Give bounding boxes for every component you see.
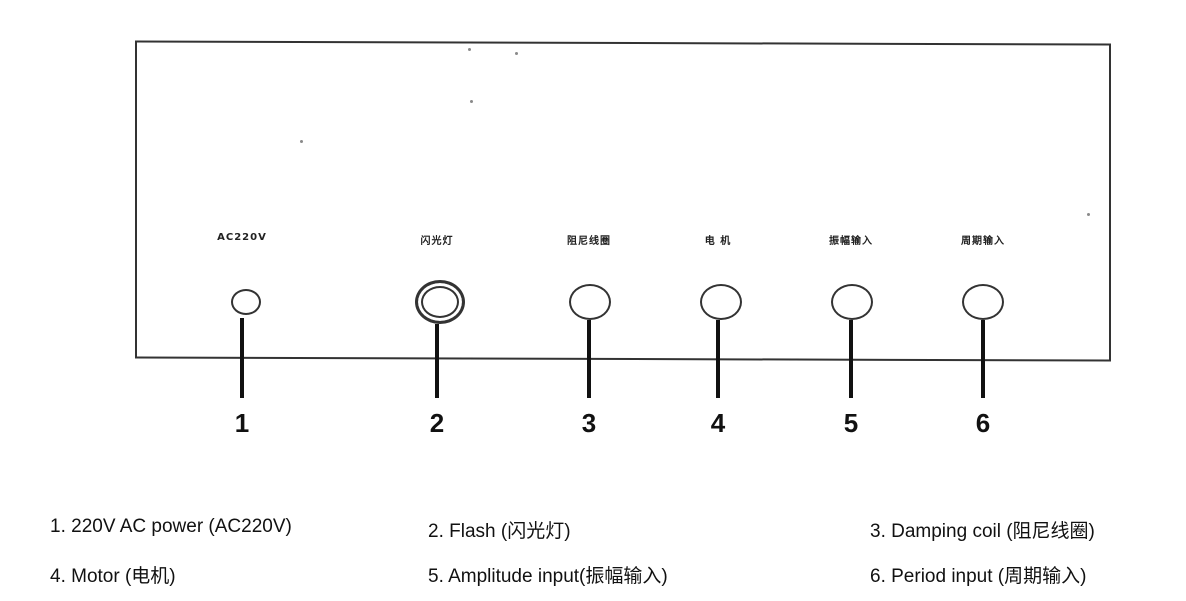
legend-item-amplitude-input: 5. Amplitude input(振幅输入) bbox=[428, 566, 668, 587]
leader-line-3 bbox=[587, 320, 591, 398]
scan-speck bbox=[1087, 213, 1090, 216]
legend-item-ac-power: 1. 220V AC power (AC220V) bbox=[50, 516, 292, 537]
ac220v-socket bbox=[231, 289, 261, 315]
damping-coil-socket bbox=[569, 284, 611, 320]
leader-line-5 bbox=[849, 320, 853, 398]
port-label-amplitude-input: 振幅输入 bbox=[829, 236, 873, 247]
motor-socket bbox=[700, 284, 742, 320]
legend-item-motor: 4. Motor (电机) bbox=[50, 566, 176, 587]
callout-number-3: 3 bbox=[581, 408, 597, 438]
scan-speck bbox=[300, 140, 303, 143]
port-label-motor: 电 机 bbox=[704, 236, 732, 247]
amplitude-input-socket bbox=[831, 284, 873, 320]
period-input-socket bbox=[962, 284, 1004, 320]
port-label-flash: 闪光灯 bbox=[420, 236, 454, 247]
callout-number-1: 1 bbox=[234, 408, 250, 438]
legend-item-period-input: 6. Period input (周期输入) bbox=[870, 566, 1087, 587]
port-label-period-input: 周期输入 bbox=[961, 236, 1005, 247]
port-label-damping-coil: 阻尼线圈 bbox=[567, 236, 611, 247]
callout-number-2: 2 bbox=[429, 408, 445, 438]
legend-item-flash: 2. Flash (闪光灯) bbox=[428, 521, 571, 542]
legend-item-damping-coil: 3. Damping coil (阻尼线圈) bbox=[870, 521, 1095, 542]
port-label-ac220v: AC220V bbox=[217, 232, 267, 243]
callout-number-6: 6 bbox=[975, 408, 991, 438]
leader-line-1 bbox=[240, 318, 244, 398]
scan-speck bbox=[468, 48, 471, 51]
device-panel bbox=[135, 40, 1111, 362]
leader-line-6 bbox=[981, 320, 985, 398]
callout-number-5: 5 bbox=[843, 408, 859, 438]
callout-number-4: 4 bbox=[710, 408, 726, 438]
leader-line-4 bbox=[716, 320, 720, 398]
leader-line-2 bbox=[435, 324, 439, 398]
scan-speck bbox=[470, 100, 473, 103]
scan-speck bbox=[515, 52, 518, 55]
flash-socket bbox=[415, 280, 465, 324]
